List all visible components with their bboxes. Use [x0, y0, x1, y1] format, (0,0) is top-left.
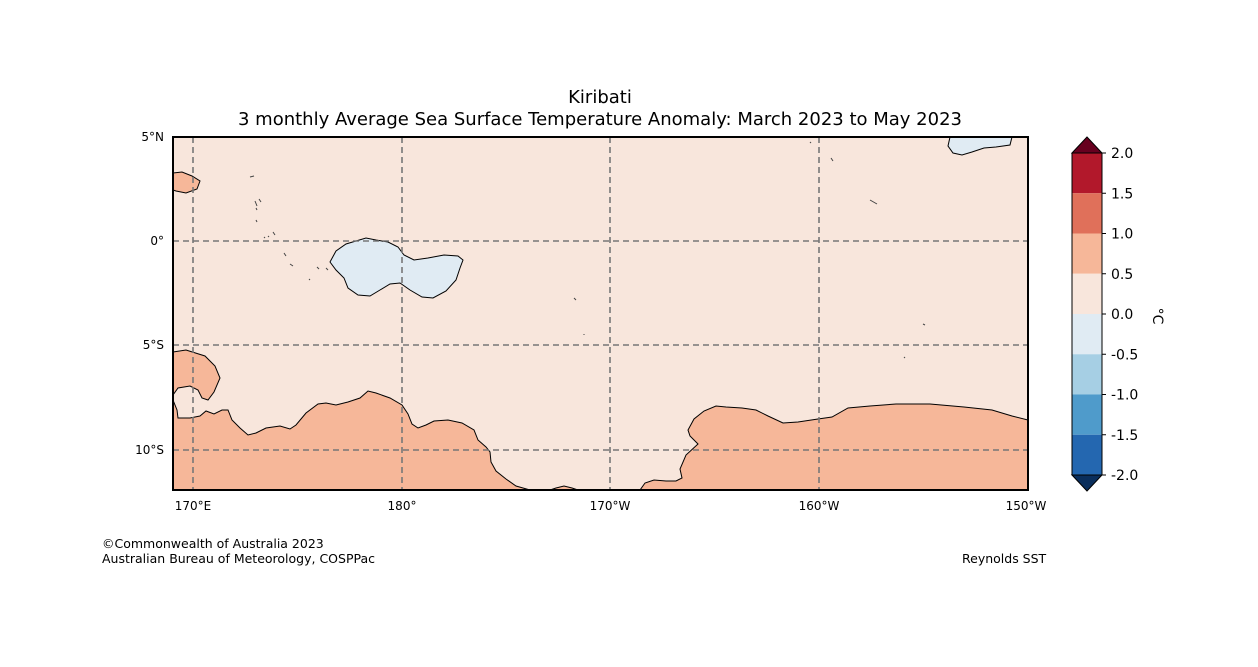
lat-label-0: 0°: [150, 234, 164, 248]
colorbar-swatch-0_5_to_1_0: [1072, 233, 1102, 274]
cool-anomaly-region-equator: [329, 237, 464, 299]
colorbar-swatch-0_0_to_0_5: [1072, 273, 1102, 314]
colorbar-unit-label: °C: [1149, 308, 1165, 325]
colorbar-tick-label: 0.5: [1111, 267, 1133, 283]
colorbar-swatch-m0_5_to_0_0: [1072, 314, 1102, 355]
colorbar-tick-label: -2.0: [1111, 468, 1138, 484]
colorbar-extend-high: [1070, 136, 1104, 154]
lon-label-170w: 170°W: [590, 499, 631, 513]
colorbar-tick-label: -0.5: [1111, 347, 1138, 363]
colorbar: 2.0 1.5 1.0 0.5 0.0 -0.5 -1.0 -1.5 -2.0 °C: [1070, 136, 1165, 492]
colorbar-extend-low: [1070, 474, 1104, 492]
colorbar-tick-label: 1.5: [1111, 186, 1133, 202]
colorbar-tick-label: 1.0: [1111, 227, 1133, 243]
gridlines: [173, 137, 1028, 490]
map-title: Kiribati: [568, 87, 632, 108]
warm-anomaly-region-southwest: [173, 390, 531, 490]
lon-label-180: 180°: [388, 499, 417, 513]
colorbar-tick-label: 2.0: [1111, 146, 1133, 162]
lat-label-5n: 5°N: [141, 130, 164, 144]
colorbar-swatch-1_5_to_2_0: [1072, 153, 1102, 194]
lat-label-5s: 5°S: [143, 338, 164, 352]
warm-anomaly-region-south: [173, 349, 221, 490]
agency-text: Australian Bureau of Meteorology, COSPPa…: [102, 551, 375, 566]
colorbar-swatch-m1_0_to_m0_5: [1072, 354, 1102, 395]
map-subtitle: 3 monthly Average Sea Surface Temperatur…: [238, 109, 962, 130]
warm-anomaly-region-southeast: [639, 403, 1028, 490]
colorbar-ticks: 2.0 1.5 1.0 0.5 0.0 -0.5 -1.0 -1.5 -2.0: [1102, 146, 1138, 484]
colorbar-swatch-m1_5_to_m1_0: [1072, 394, 1102, 435]
copyright-text: ©Commonwealth of Australia 2023: [102, 536, 324, 551]
lat-label-10s: 10°S: [135, 443, 164, 457]
data-source-text: Reynolds SST: [962, 551, 1047, 566]
colorbar-swatch-1_0_to_1_5: [1072, 193, 1102, 234]
colorbar-tick-label: -1.0: [1111, 388, 1138, 404]
colorbar-tick-label: -1.5: [1111, 428, 1138, 444]
cool-anomaly-region-northeast: [947, 137, 1013, 156]
colorbar-swatch-m2_0_to_m1_5: [1072, 434, 1102, 475]
footer-credits: ©Commonwealth of Australia 2023 Australi…: [102, 536, 375, 566]
colorbar-tick-label: 0.0: [1111, 307, 1133, 323]
map-frame: [172, 136, 1029, 491]
colorbar-swatches: [1070, 136, 1104, 492]
lon-label-160w: 160°W: [799, 499, 840, 513]
lon-label-170e: 170°E: [175, 499, 212, 513]
islands: [249, 141, 926, 359]
lon-label-150w: 150°W: [1006, 499, 1047, 513]
